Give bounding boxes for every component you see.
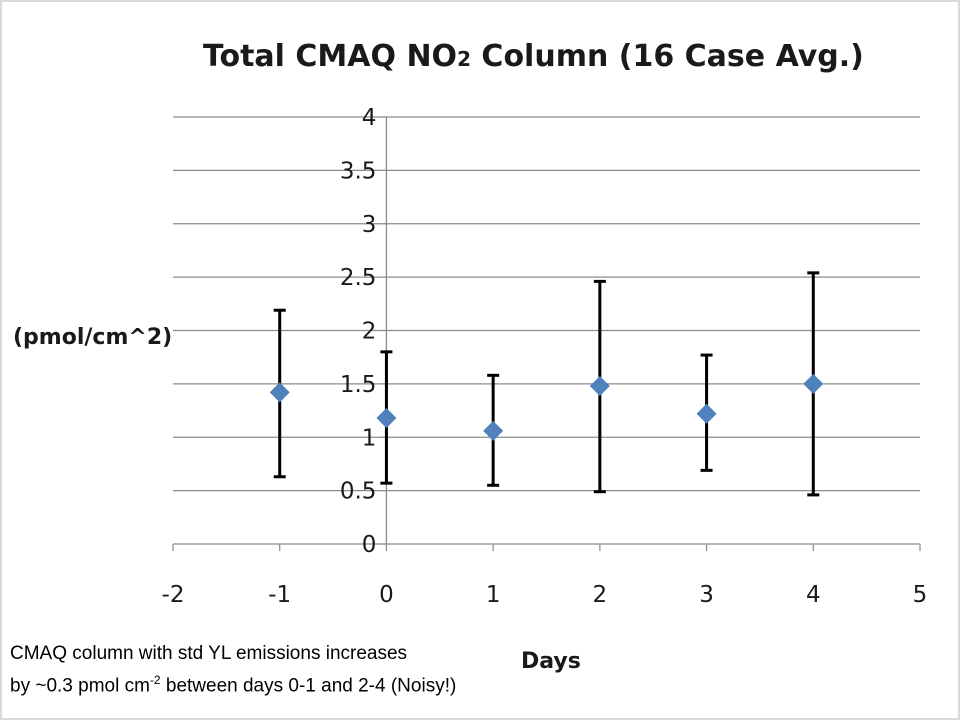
x-tick-label-3: 1 bbox=[486, 582, 501, 608]
y-tick-label-6: 3 bbox=[362, 212, 377, 238]
x-tick-label-2: 0 bbox=[379, 582, 394, 608]
y-tick-label-4: 2 bbox=[362, 319, 377, 345]
x-tick-label-6: 4 bbox=[806, 582, 821, 608]
data-point-4 bbox=[696, 403, 717, 424]
data-point-1 bbox=[376, 408, 397, 429]
data-point-0 bbox=[269, 382, 290, 403]
y-axis-title: (pmol/cm^2) bbox=[13, 325, 172, 350]
caption-line-2-end: between days 0-1 and 2-4 (Noisy!) bbox=[160, 675, 457, 697]
y-tick-label-0: 0 bbox=[362, 532, 377, 558]
data-points bbox=[269, 373, 824, 441]
y-tick-label-7: 3.5 bbox=[340, 158, 377, 184]
y-tick-label-2: 1 bbox=[362, 425, 377, 451]
y-tick-label-1: 0.5 bbox=[340, 479, 377, 505]
x-tick-label-7: 5 bbox=[913, 582, 928, 608]
y-tick-label-3: 1.5 bbox=[340, 372, 377, 398]
chart-title: Total CMAQ NO2 Column (16 Case Avg.) bbox=[203, 39, 864, 74]
y-tick-label-5: 2.5 bbox=[340, 265, 377, 291]
caption-line-2-start: by ~0.3 pmol cm bbox=[10, 675, 150, 697]
data-point-2 bbox=[483, 420, 504, 441]
caption: CMAQ column with std YL emissions increa… bbox=[10, 641, 710, 699]
x-tick-labels: -2 -1 0 1 2 3 4 5 bbox=[162, 582, 928, 608]
x-tick-label-1: -1 bbox=[268, 582, 291, 608]
caption-line-2: by ~0.3 pmol cm-2 between days 0-1 and 2… bbox=[10, 667, 710, 699]
caption-superscript: -2 bbox=[149, 673, 161, 687]
x-axis-title: Days bbox=[521, 649, 581, 674]
data-point-5 bbox=[803, 373, 824, 394]
y-tick-label-8: 4 bbox=[362, 105, 377, 131]
x-tick-label-0: -2 bbox=[162, 582, 185, 608]
x-tick-label-4: 2 bbox=[593, 582, 608, 608]
caption-line-1: CMAQ column with std YL emissions increa… bbox=[10, 643, 408, 664]
axes bbox=[172, 116, 921, 551]
gridlines bbox=[173, 116, 920, 492]
y-tick-labels: 0 0.5 1 1.5 2 2.5 3 3.5 4 bbox=[340, 105, 377, 558]
data-point-3 bbox=[589, 376, 610, 397]
x-tick-label-5: 3 bbox=[699, 582, 714, 608]
